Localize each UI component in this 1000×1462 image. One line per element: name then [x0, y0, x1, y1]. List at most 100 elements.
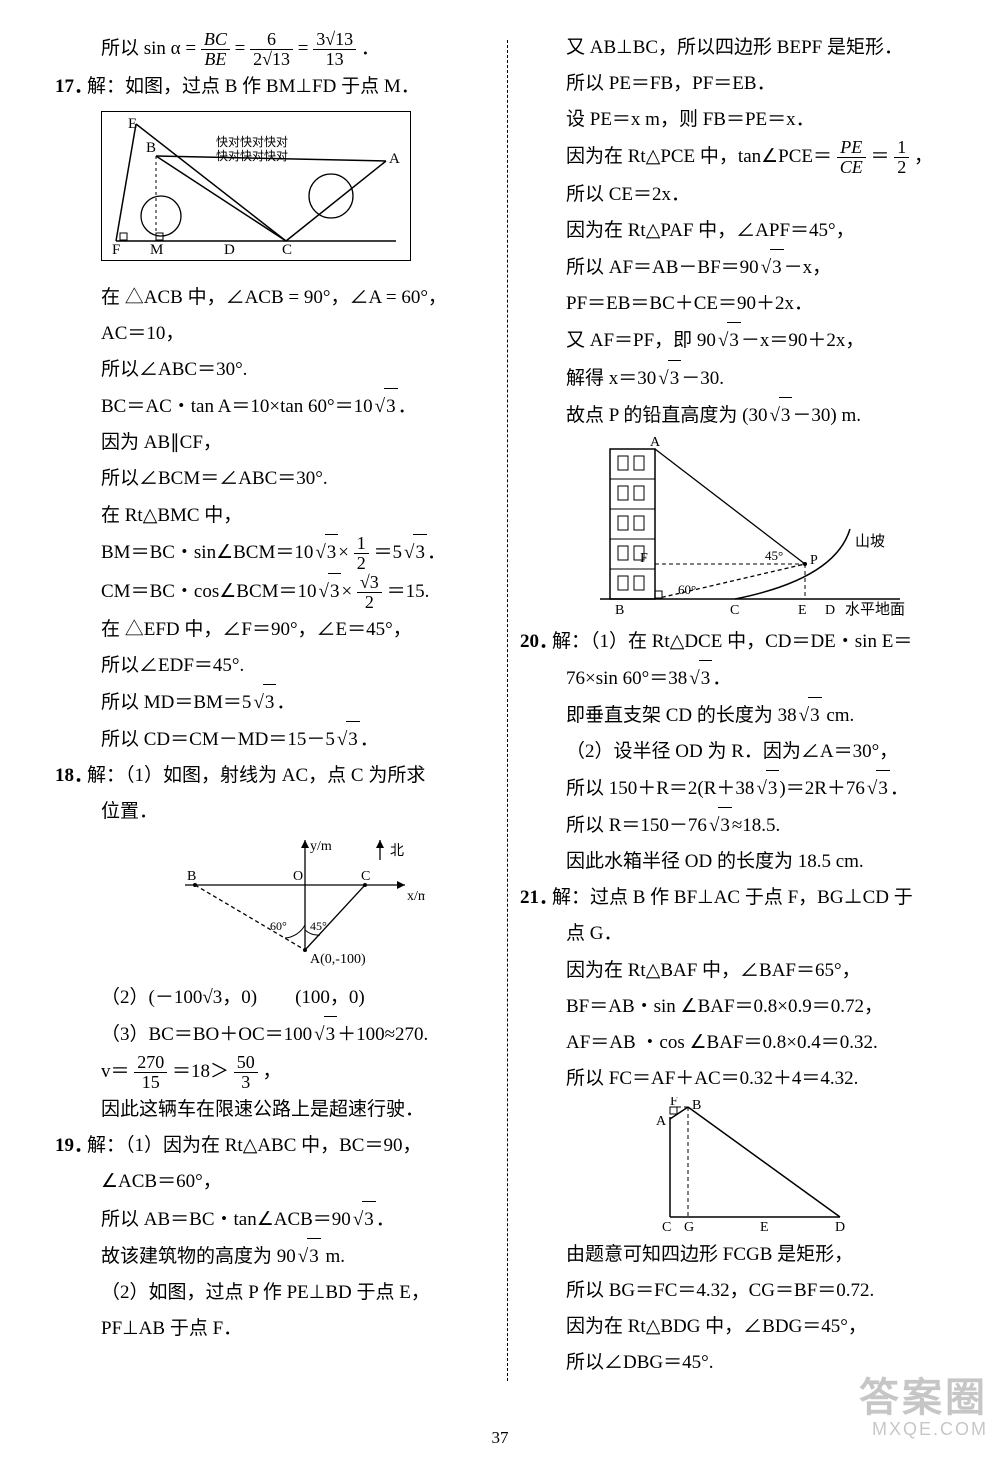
watermark-title: 答案圈 — [859, 1376, 988, 1420]
watermark: 答案圈 MXQE.COM — [859, 1376, 988, 1440]
problem-19: 19． 解：（1）因为在 Rt△ABC 中，BC＝90， — [55, 1128, 495, 1164]
column-divider — [507, 40, 508, 1381]
watermark-url: MXQE.COM — [859, 1420, 988, 1440]
figure-21: F B A C G E D — [640, 1097, 960, 1237]
text: （2）设半径 OD 为 R．因为∠A＝30°， — [520, 734, 960, 770]
svg-text:x/m: x/m — [407, 889, 425, 904]
svg-text:D: D — [835, 1220, 845, 1235]
text: 故点 P 的铅直高度为 (303－30) m. — [520, 397, 960, 434]
text: （3）BC＝BO＋OC＝1003＋100≈270. — [55, 1016, 495, 1053]
svg-text:快对快对快对: 快对快对快对 — [216, 135, 288, 149]
svg-text:水平地面: 水平地面 — [845, 601, 905, 618]
svg-text:快对快对快对: 快对快对快对 — [216, 149, 288, 163]
svg-text:A(0,-100): A(0,-100) — [310, 952, 366, 967]
svg-text:E: E — [128, 116, 137, 132]
text: AF＝AB ・cos ∠BAF＝0.8×0.4＝0.32. — [520, 1025, 960, 1061]
figure-18-svg: y/m 北 x/m O B C A(0,-100) 60° 45° — [175, 830, 425, 980]
svg-text:E: E — [760, 1220, 769, 1235]
text: 因为在 Rt△BDG 中，∠BDG＝45°， — [520, 1309, 960, 1345]
svg-text:45°: 45° — [765, 548, 783, 563]
svg-text:O: O — [293, 869, 303, 884]
text: 因为 AB∥CF， — [55, 425, 495, 461]
svg-text:F: F — [112, 242, 120, 256]
text: 在 △ACB 中，∠ACB = 90°，∠A = 60°， — [55, 280, 495, 316]
problem-number: 21． — [520, 880, 552, 916]
svg-text:C: C — [282, 242, 292, 256]
text: 点 G． — [520, 916, 960, 952]
text: 即垂直支架 CD 的长度为 383 cm. — [520, 697, 960, 734]
text: 所以∠BCM＝∠ABC＝30°. — [55, 461, 495, 497]
text: 所以 CE＝2x． — [520, 177, 960, 213]
svg-text:D: D — [224, 242, 235, 256]
text: 所以 FC＝AF＋AC＝0.32＋4＝4.32. — [520, 1061, 960, 1097]
page-number: 37 — [0, 1422, 1000, 1454]
text: 由题意可知四边形 FCGB 是矩形， — [520, 1237, 960, 1273]
problem-number: 20． — [520, 624, 552, 660]
text: （2）如图，过点 P 作 PE⊥BD 于点 E， — [55, 1275, 495, 1311]
text: 所以 AF＝AB－BF＝903－x， — [520, 249, 960, 286]
text: PF⊥AB 于点 F． — [55, 1311, 495, 1347]
page: 所以 sin α = BCBE = 62√13 = 3√1313 ． 17． 解… — [0, 0, 1000, 1401]
fraction: 3√1313 — [313, 30, 356, 69]
text: 所以∠EDF＝45°. — [55, 648, 495, 684]
svg-text:60°: 60° — [270, 919, 287, 933]
text: 所以 AB＝BC・tan∠ACB＝903． — [55, 1201, 495, 1238]
text: 所以 R＝150－763≈18.5. — [520, 807, 960, 844]
problem-21: 21． 解：过点 B 作 BF⊥AC 于点 F，BG⊥CD 于 — [520, 880, 960, 916]
figure-18: y/m 北 x/m O B C A(0,-100) 60° 45° — [175, 830, 495, 980]
svg-text:北: 北 — [390, 843, 404, 859]
text: 因此水箱半径 OD 的长度为 18.5 cm. — [520, 844, 960, 880]
svg-text:E: E — [798, 603, 807, 618]
text: 解：（1）如图，射线为 AC，点 C 为所求 — [87, 765, 425, 786]
text: 因此这辆车在限速公路上是超速行驶． — [55, 1092, 495, 1128]
text: 所以∠ABC＝30°. — [55, 352, 495, 388]
text: 所以 CD＝CM－MD＝15－53． — [55, 721, 495, 758]
text: v＝ 27015 ＝18＞ 503 ， — [55, 1053, 495, 1092]
text: 解：（1）因为在 Rt△ABC 中，BC＝90， — [87, 1128, 495, 1164]
left-column: 所以 sin α = BCBE = 62√13 = 3√1313 ． 17． 解… — [55, 30, 495, 1381]
problem-20: 20． 解：（1）在 Rt△DCE 中，CD＝DE・sin E＝ — [520, 624, 960, 660]
svg-text:A: A — [650, 435, 661, 450]
text: 在 Rt△BMC 中， — [55, 498, 495, 534]
text-line: 所以 sin α = BCBE = 62√13 = 3√1313 ． — [55, 30, 495, 69]
text: 76×sin 60°＝383． — [520, 660, 960, 697]
text: 解得 x＝303－30. — [520, 360, 960, 397]
text: 解：过点 B 作 BF⊥AC 于点 F，BG⊥CD 于 — [552, 880, 960, 916]
text: 因为在 Rt△PAF 中，∠APF＝45°， — [520, 213, 960, 249]
svg-text:D: D — [825, 603, 835, 618]
svg-text:M: M — [150, 242, 163, 256]
problem-number: 18． — [55, 758, 87, 794]
text: BM＝BC・sin∠BCM＝103× 12 ＝53． — [55, 534, 495, 573]
text: PF＝EB＝BC＋CE＝90＋2x． — [520, 286, 960, 322]
svg-text:60°: 60° — [678, 582, 696, 597]
problem-number: 19． — [55, 1128, 87, 1164]
problem-18: 18． 解：（1）如图，射线为 AC，点 C 为所求 — [55, 758, 495, 794]
text: （2）(－100√3，0) (100，0) — [55, 980, 495, 1016]
text: 位置． — [55, 794, 495, 830]
svg-text:45°: 45° — [310, 919, 327, 933]
text: 解：（1）在 Rt△DCE 中，CD＝DE・sin E＝ — [552, 624, 960, 660]
text: 所以 sin α = — [101, 38, 201, 59]
text: BF＝AB・sin ∠BAF＝0.8×0.9＝0.72， — [520, 989, 960, 1025]
text: AC＝10， — [55, 316, 495, 352]
figure-21-svg: F B A C G E D — [640, 1097, 860, 1237]
svg-text:y/m: y/m — [310, 839, 332, 854]
text: 又 AB⊥BC，所以四边形 BEPF 是矩形． — [520, 30, 960, 66]
svg-text:F: F — [670, 1097, 678, 1109]
problem-17: 17． 解：如图，过点 B 作 BM⊥FD 于点 M． — [55, 69, 495, 105]
figure-17-svg: E B A F M D C 快对快对快对 快对快对快对 — [106, 116, 406, 256]
svg-text:P: P — [810, 553, 818, 568]
problem-number: 17． — [55, 69, 87, 105]
svg-text:B: B — [615, 603, 624, 618]
figure-19: A B C E D F P 45° 60° 山坡 水平地面 — [590, 434, 960, 624]
svg-text:C: C — [662, 1220, 671, 1235]
text: 解：如图，过点 B 作 BM⊥FD 于点 M． — [87, 69, 495, 105]
text: 所以 MD＝BM＝53． — [55, 684, 495, 721]
text: 所以 BG＝FC＝4.32，CG＝BF＝0.72. — [520, 1273, 960, 1309]
text: ∠ACB＝60°， — [55, 1164, 495, 1200]
text: 故该建筑物的高度为 903 m. — [55, 1238, 495, 1275]
svg-text:G: G — [684, 1220, 694, 1235]
figure-17: E B A F M D C 快对快对快对 快对快对快对 — [101, 111, 411, 261]
svg-text:C: C — [730, 603, 739, 618]
text: 在 △EFD 中，∠F＝90°，∠E＝45°， — [55, 612, 495, 648]
